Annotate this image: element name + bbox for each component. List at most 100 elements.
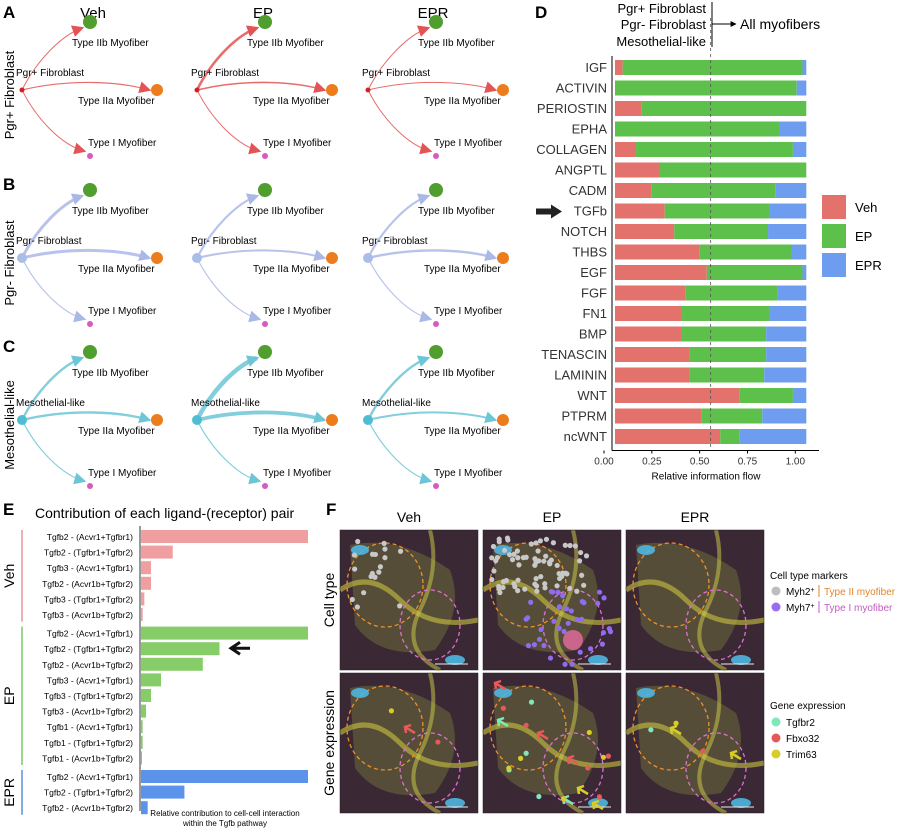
marker-name: Myh2	[786, 587, 811, 598]
myh2-dot	[381, 540, 387, 546]
type-i-outline	[399, 732, 461, 804]
target-label: Type IIa Myofiber	[424, 264, 501, 275]
cell-legend-type: Type I myofiber	[824, 603, 893, 614]
bar-bmp-epr	[766, 326, 807, 342]
myh2-dot	[581, 582, 587, 588]
edge-type-iib-myofiber	[21, 25, 85, 91]
row-label: Mesothelial-like	[2, 380, 17, 470]
gene-arrow	[729, 749, 742, 761]
edge-type-iia-myofiber	[21, 411, 152, 424]
category-label-egf: EGF	[580, 265, 607, 280]
gene-dot	[596, 794, 603, 800]
gene-dot	[500, 705, 506, 711]
contribution-bar-veh	[141, 576, 152, 590]
myh2-dot	[533, 576, 539, 582]
category-label-ptprm: PTPRM	[562, 409, 608, 424]
pair-label: Tgfb2 - (Acvr1+Tgfbr1)	[47, 532, 133, 542]
myh2-dot	[514, 548, 521, 554]
micrograph-ep-gene-expression	[481, 672, 622, 815]
group-label-ep: EP	[1, 686, 17, 705]
bar-angptl-veh	[615, 162, 659, 178]
x-tick-label: 0.50	[690, 457, 710, 468]
contribution-bar-ep	[141, 673, 162, 687]
myh2-dot	[538, 574, 544, 580]
target-node	[83, 345, 97, 359]
edge-type-iib-myofiber	[195, 25, 260, 91]
gene-dot	[506, 765, 512, 771]
target-node	[429, 345, 443, 359]
nucleus	[637, 545, 655, 555]
category-label-bmp: BMP	[579, 327, 607, 342]
contribution-bar-veh	[141, 545, 173, 559]
target-node	[87, 483, 93, 489]
myh2-dot	[579, 572, 585, 578]
micrograph-epr-gene-expression	[624, 672, 765, 815]
bar-laminin-veh	[615, 367, 690, 383]
myh2-dot	[511, 551, 517, 557]
cell-legend-title: Cell type markers	[770, 571, 848, 582]
edge-type-iia-myofiber	[196, 81, 327, 94]
gene-arrow	[669, 724, 682, 736]
contribution-bar-ep	[141, 704, 147, 718]
pair-label: Tgfb3 - (Acvr1b+Tgfbr2)	[42, 610, 133, 620]
myh2-dot	[554, 562, 560, 569]
myh2-dot	[583, 553, 590, 559]
row-label: Pgr- Fibroblast	[2, 220, 17, 306]
pair-label: Tgfb2 - (Acvr1+Tgfbr1)	[47, 772, 133, 782]
marker-sup: +	[810, 587, 814, 594]
type-ii-outline	[632, 542, 710, 628]
myh7-dot	[541, 642, 547, 649]
target-node	[433, 153, 439, 159]
myh2-dot	[382, 546, 388, 552]
edge-type-iia-myofiber	[21, 248, 152, 262]
edge-type-iib-myofiber	[366, 355, 431, 421]
target-label: Type IIb Myofiber	[418, 206, 495, 217]
myh2-dot	[535, 548, 541, 554]
gene-dot	[388, 708, 395, 714]
myh2-dot	[489, 576, 495, 583]
edge-type-i-myofiber	[21, 89, 87, 155]
edge-type-iib-myofiber	[196, 193, 260, 259]
contribution-xlabel-line2: within the Tgfb pathway	[182, 819, 267, 828]
fiber-region	[636, 542, 741, 653]
target-label: Type IIb Myofiber	[418, 38, 495, 49]
legend-swatch-epr	[822, 253, 846, 277]
highlight-arrow-e	[228, 640, 250, 656]
bar-thbs-veh	[615, 244, 700, 260]
bar-fn1-epr	[769, 306, 807, 321]
target-node	[151, 414, 163, 426]
myh7-dot	[523, 616, 529, 622]
signal-spot	[563, 630, 583, 650]
myh7-dot	[568, 608, 574, 614]
column-header-veh: Veh	[397, 509, 421, 525]
category-label-notch: NOTCH	[561, 224, 607, 239]
bar-wnt-veh	[615, 388, 740, 403]
source-label-1: Pgr+ Fibroblast	[617, 1, 706, 16]
target-label: Type IIb Myofiber	[418, 368, 495, 379]
pair-label: Tgfb2 - (Acvr1b+Tgfbr2)	[42, 660, 133, 670]
micrograph-border	[339, 529, 479, 671]
bar-collagen-epr	[792, 142, 807, 157]
target-label: Type IIa Myofiber	[253, 426, 330, 437]
myh7-dot	[581, 600, 587, 606]
pair-label: Tgfb2 - (Tgfbr1+Tgfbr2)	[44, 548, 133, 558]
myh2-dot	[507, 552, 513, 558]
type-i-outline	[685, 732, 747, 804]
type-i-outline	[685, 589, 747, 661]
source-node	[365, 87, 371, 93]
category-label-epha: EPHA	[572, 122, 608, 137]
myh2-dot	[377, 564, 384, 570]
row-header: Cell type	[321, 573, 337, 628]
nucleus	[445, 655, 465, 665]
bar-ncwnt-ep	[720, 429, 740, 444]
panel-label-c: C	[3, 337, 15, 356]
bar-cadm-ep	[651, 183, 776, 198]
target-label: Type I Myofiber	[88, 306, 157, 317]
myh2-dot	[543, 553, 549, 559]
target-label: Type IIa Myofiber	[424, 426, 501, 437]
nucleus	[731, 655, 751, 665]
myh2-dot	[502, 547, 508, 553]
legend-label-ep: EP	[855, 229, 872, 244]
myh2-dot	[554, 583, 560, 589]
myh2-dot	[397, 548, 404, 554]
